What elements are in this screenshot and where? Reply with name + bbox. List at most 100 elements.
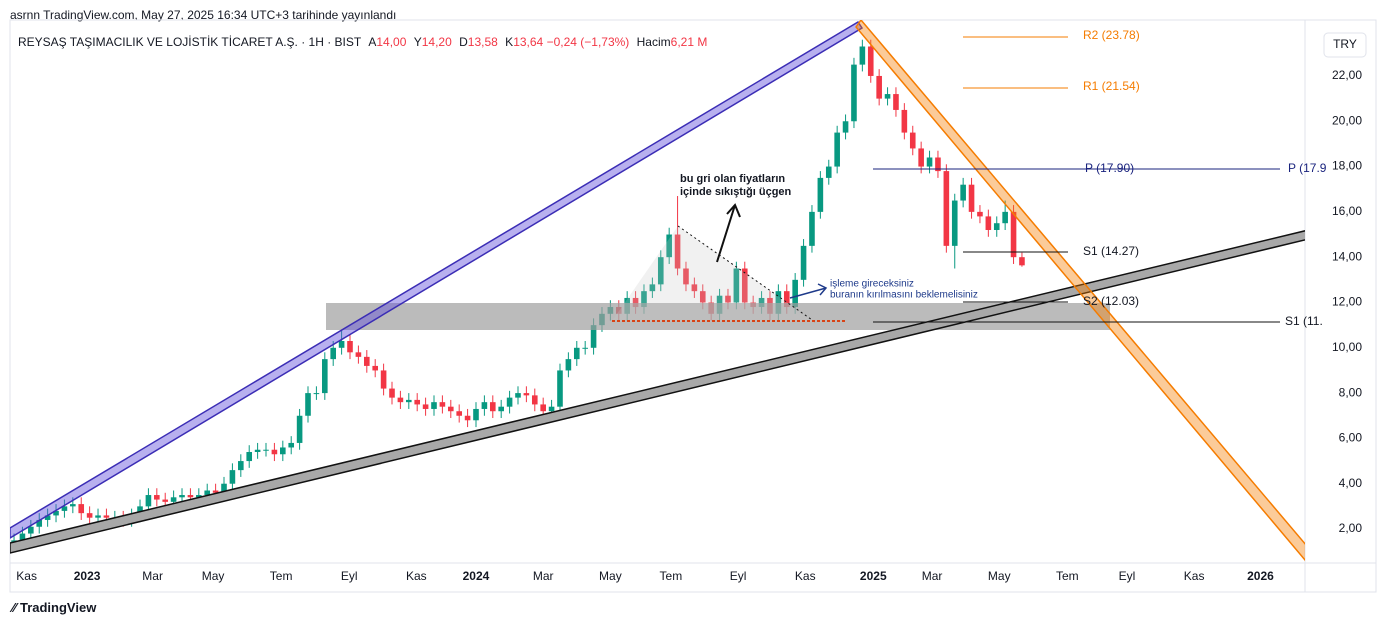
candle-body bbox=[246, 451, 253, 462]
candle-body bbox=[179, 495, 185, 498]
pivot-label: S2 (12.03) bbox=[1083, 294, 1139, 308]
candle-body bbox=[330, 347, 337, 360]
y-tick-label: 18,00 bbox=[1332, 159, 1362, 173]
x-tick-label: Kas bbox=[406, 569, 427, 583]
candle-body bbox=[103, 515, 110, 518]
x-tick-label: Tem bbox=[1056, 569, 1079, 583]
candle-body bbox=[380, 370, 387, 389]
candle-body bbox=[431, 402, 437, 409]
y-tick-label: 20,00 bbox=[1332, 113, 1362, 127]
candle-body bbox=[884, 94, 891, 99]
y-tick-label: 4,00 bbox=[1339, 476, 1363, 490]
candle-body bbox=[254, 449, 261, 452]
candle-body bbox=[196, 495, 202, 498]
candle-body bbox=[296, 415, 303, 443]
candle-body bbox=[1002, 211, 1008, 224]
candle-body bbox=[783, 291, 790, 308]
candle-body bbox=[733, 268, 740, 303]
x-tick-label: Mar bbox=[922, 569, 943, 583]
pivot-label: R2 (23.78) bbox=[1083, 28, 1140, 42]
currency[interactable]: TRY bbox=[1333, 37, 1357, 51]
pivot-label: P (17.9 bbox=[1288, 161, 1327, 175]
candle-body bbox=[170, 497, 177, 502]
candle-body bbox=[968, 184, 975, 212]
y-tick-label: 6,00 bbox=[1339, 431, 1363, 445]
y-tick-label: 8,00 bbox=[1339, 385, 1363, 399]
candle-body bbox=[859, 46, 866, 65]
candle-body bbox=[935, 157, 941, 172]
candle-body bbox=[481, 402, 488, 409]
x-tick-label: Eyl bbox=[730, 569, 747, 583]
candle-body bbox=[876, 75, 882, 99]
candle-body bbox=[405, 399, 412, 403]
candle-body bbox=[473, 408, 479, 421]
candle-body bbox=[162, 499, 169, 502]
candle-body bbox=[145, 495, 152, 507]
candle-body bbox=[19, 533, 26, 541]
y-tick-label: 22,00 bbox=[1332, 68, 1362, 82]
high-value: 14,20 bbox=[421, 35, 452, 49]
candle-body bbox=[439, 402, 446, 407]
candle-body bbox=[825, 166, 832, 178]
y-tick-label: 14,00 bbox=[1332, 249, 1362, 263]
candle-body bbox=[590, 325, 597, 348]
candle-body bbox=[683, 268, 689, 285]
low-value: 13,58 bbox=[467, 35, 498, 49]
purple-channel bbox=[10, 20, 864, 539]
candle-body bbox=[154, 495, 160, 500]
candle-body bbox=[792, 279, 798, 308]
candle-body bbox=[943, 171, 950, 246]
candle-body bbox=[95, 515, 101, 518]
candle-body bbox=[691, 284, 698, 292]
currency-button[interactable] bbox=[1323, 32, 1367, 58]
candle-body bbox=[800, 245, 807, 280]
annotation-arrow bbox=[716, 203, 741, 263]
candle-body bbox=[557, 370, 563, 407]
candle-body bbox=[977, 211, 983, 217]
candle-body bbox=[867, 46, 874, 76]
pivot-label: P (17.90) bbox=[1085, 161, 1134, 175]
candle-body bbox=[893, 94, 899, 110]
candle-body bbox=[758, 297, 765, 308]
candle-body bbox=[86, 513, 93, 518]
candle-body bbox=[70, 504, 76, 507]
support-channel bbox=[10, 230, 1305, 554]
footer-logo: ⁄⁄ TradingView bbox=[12, 600, 97, 615]
drawings bbox=[10, 20, 1305, 562]
x-tick-label: Kas bbox=[16, 569, 37, 583]
annotation: içinde sıkıştığı üçgen bbox=[680, 186, 792, 198]
close-value: 13,64 bbox=[513, 35, 544, 49]
candle-body bbox=[347, 340, 353, 353]
candle-body bbox=[674, 234, 681, 269]
axes: 2,00 4,00 6,00 8,00 10,00 12,00 14,00 16,00 18,0… bbox=[16, 68, 1362, 583]
candle-body bbox=[288, 442, 295, 448]
candle-body bbox=[271, 449, 278, 455]
y-tick-label: 12,00 bbox=[1332, 295, 1362, 309]
candle-body bbox=[918, 148, 924, 167]
candle-body bbox=[699, 291, 706, 303]
candle-body bbox=[229, 470, 236, 484]
y-tick-label: 16,00 bbox=[1332, 204, 1362, 218]
candle-body bbox=[36, 519, 43, 527]
candle-body bbox=[548, 406, 555, 412]
candle-body bbox=[53, 510, 59, 516]
candle-body bbox=[842, 121, 849, 133]
candle-body bbox=[61, 506, 68, 511]
candle-body bbox=[305, 393, 311, 416]
candle-body bbox=[951, 200, 958, 246]
y-tick-label: 10,00 bbox=[1332, 340, 1362, 354]
triangle-fill bbox=[612, 226, 815, 322]
entry-arrow bbox=[789, 283, 828, 299]
candle-body bbox=[313, 393, 320, 395]
x-tick-label: Kas bbox=[795, 569, 816, 583]
candle-body bbox=[993, 223, 1000, 230]
candle-body bbox=[322, 359, 328, 394]
x-tick-label: Mar bbox=[533, 569, 554, 583]
candle-body bbox=[834, 132, 840, 167]
candle-body bbox=[464, 415, 471, 421]
candle-body bbox=[44, 515, 51, 520]
candle-body bbox=[280, 447, 286, 455]
candle-body bbox=[901, 109, 908, 133]
candle-body bbox=[204, 490, 211, 496]
